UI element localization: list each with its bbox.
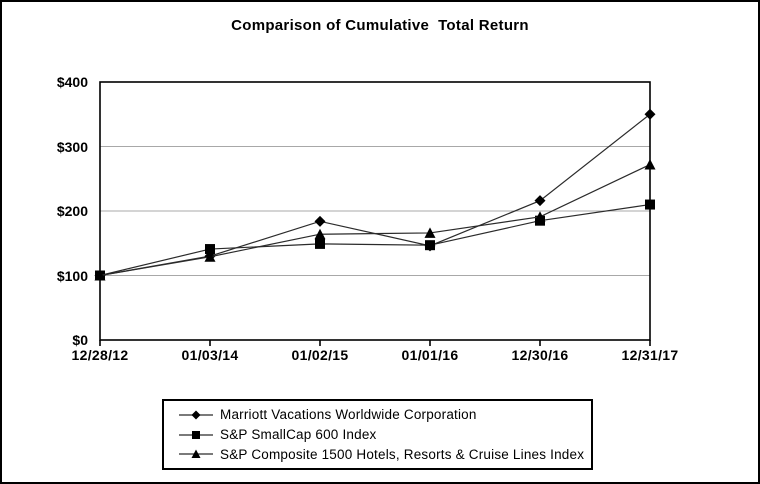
chart-title: Comparison of Cumulative Total Return [231, 17, 529, 34]
series-triangle-marker [204, 251, 216, 262]
y-axis-label: $300 [56, 138, 88, 155]
series-line-diamond [99, 113, 651, 277]
series-diamond-marker [534, 195, 546, 207]
x-axis-label: 12/30/16 [511, 347, 569, 363]
x-axis-label: 01/02/15 [291, 347, 349, 363]
legend-triangle-marker-icon [179, 449, 213, 459]
y-axis-label: $400 [56, 74, 88, 90]
series-square-marker [205, 244, 215, 255]
series-square-marker [425, 240, 435, 251]
x-axis-label: 01/01/16 [401, 347, 459, 363]
series-diamond-marker [644, 108, 656, 120]
series-triangle-marker [314, 228, 326, 240]
legend-square-marker-icon [179, 430, 213, 439]
series-triangle-marker [534, 211, 546, 222]
y-axis-label: $200 [56, 203, 88, 219]
series-triangle-marker [644, 159, 656, 170]
series-square-marker [315, 238, 325, 249]
series-line-triangle [99, 164, 651, 277]
legend-diamond-marker-icon [179, 410, 213, 420]
y-axis-label: $100 [56, 267, 88, 284]
legend-label: S&P SmallCap 600 Index [220, 427, 377, 442]
x-axis-label: 12/28/12 [71, 347, 129, 363]
legend-item: S&P SmallCap 600 Index [164, 426, 591, 444]
legend-item: S&P Composite 1500 Hotels, Resorts & Cru… [164, 445, 591, 463]
series-line-square [99, 203, 651, 277]
y-axis-label: $0 [72, 332, 88, 348]
legend-label: S&P Composite 1500 Hotels, Resorts & Cru… [220, 446, 585, 462]
series-diamond-marker [314, 215, 326, 227]
series-triangle-marker [94, 270, 106, 281]
series-square-marker [645, 199, 655, 210]
legend-item: Marriott Vacations Worldwide Corporation [164, 406, 591, 424]
series-triangle-marker [424, 227, 436, 238]
plot-border [99, 81, 651, 341]
x-axis-label: 01/03/14 [181, 347, 239, 363]
x-axis-label: 12/31/17 [621, 347, 679, 363]
legend-box: Marriott Vacations Worldwide Corporation… [162, 399, 593, 470]
legend-label: Marriott Vacations Worldwide Corporation [220, 407, 477, 423]
